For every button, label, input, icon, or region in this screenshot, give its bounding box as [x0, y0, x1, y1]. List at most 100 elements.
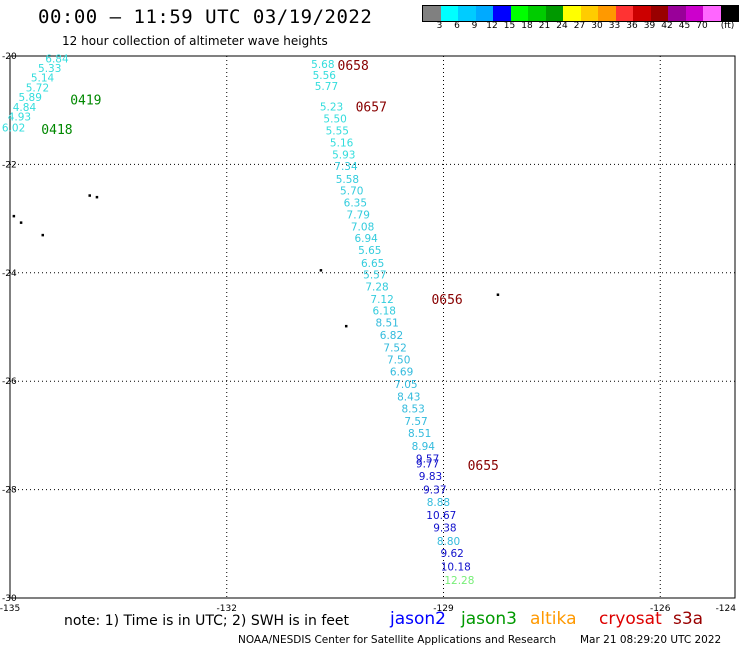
legend-swatch — [458, 6, 476, 21]
legend-tick-label: 15 — [503, 21, 516, 31]
swh-value-label: 10.67 — [426, 510, 456, 522]
island-marker — [344, 324, 348, 328]
legend-tick-label: 3 — [436, 21, 443, 31]
pass-time-label: 0418 — [41, 123, 72, 138]
swh-value-label: 5.72 — [26, 82, 49, 94]
island-marker — [95, 195, 99, 199]
swh-value-label: 8.88 — [427, 497, 450, 509]
legend-swatch — [580, 6, 598, 21]
swh-value-label: 9.62 — [440, 548, 463, 560]
x-tick-label: -129 — [433, 604, 454, 614]
y-tick-label: -30 — [2, 594, 17, 604]
x-tick-label: -126 — [650, 604, 671, 614]
color-legend-bar — [422, 5, 739, 22]
legend-swatch — [720, 6, 738, 21]
swh-value-label: 7.79 — [347, 209, 370, 221]
swh-value-label: 5.16 — [330, 138, 354, 150]
island-marker — [19, 221, 23, 224]
swh-value-label: 8.94 — [412, 441, 436, 453]
swh-value-label: 5.93 — [332, 150, 355, 162]
x-tick-label: -124 — [716, 604, 737, 614]
satellite-label-jason2: jason2 — [390, 609, 446, 629]
footer-credit: NOAA/NESDIS Center for Satellite Applica… — [238, 634, 556, 646]
satellite-label-s3a: s3a — [673, 609, 704, 629]
swh-value-label: 5.14 — [31, 73, 55, 85]
legend-tick-label: 42 — [661, 21, 673, 31]
swh-value-label: 5.77 — [315, 81, 338, 93]
island-marker — [88, 194, 91, 197]
swh-value-label: 4.84 — [13, 102, 37, 114]
footer-timestamp: Mar 21 08:29:20 UTC 2022 — [580, 634, 722, 646]
swh-value-label: 8.43 — [397, 391, 420, 403]
page-subtitle: 12 hour collection of altimeter wave hei… — [62, 34, 328, 48]
swh-value-label: 4.93 — [8, 112, 31, 124]
island-marker — [41, 233, 45, 237]
swh-value-label: 5.56 — [313, 70, 337, 82]
x-tick-label: -132 — [217, 604, 237, 614]
legend-swatch — [598, 6, 616, 21]
swh-value-label: 7.50 — [387, 355, 410, 367]
swh-value-label: 7.52 — [383, 343, 406, 355]
legend-tick-label: 45 — [678, 21, 691, 31]
legend-swatch — [528, 6, 546, 21]
legend-swatch — [493, 6, 511, 21]
swh-value-label: 8.51 — [375, 318, 398, 330]
legend-tick-label: 36 — [626, 21, 638, 31]
legend-tick-label: (ft) — [720, 21, 735, 31]
y-tick-label: -28 — [2, 486, 17, 496]
swh-value-label: 8.53 — [401, 403, 424, 415]
swh-value-label: 5.23 — [320, 101, 343, 113]
pass-time-label: 0658 — [338, 59, 369, 74]
swh-value-label: 9.37 — [423, 485, 446, 497]
swh-value-label: 6.69 — [390, 366, 413, 378]
legend-swatch — [423, 6, 441, 21]
page-title: 00:00 – 11:59 UTC 03/19/2022 — [38, 6, 373, 28]
island-marker — [12, 214, 16, 218]
legend-swatch — [703, 6, 721, 21]
swh-value-label: 8.80 — [437, 536, 460, 548]
swh-value-label: 5.68 — [311, 59, 334, 71]
y-tick-label: -20 — [2, 52, 17, 62]
legend-swatch — [668, 6, 686, 21]
legend-swatch — [615, 6, 633, 21]
legend-tick-label: 9 — [471, 21, 478, 31]
legend-swatch — [685, 6, 703, 21]
legend-swatch — [650, 6, 668, 21]
swh-value-label: 9.83 — [419, 471, 442, 483]
y-tick-label: -22 — [2, 160, 17, 170]
swh-value-label: 9.77 — [416, 459, 439, 471]
footer-note: note: 1) Time is in UTC; 2) SWH is in fe… — [64, 613, 350, 629]
legend-swatch — [440, 6, 458, 21]
legend-tick-label: 70 — [696, 21, 708, 31]
satellite-label-jason3: jason3 — [461, 609, 517, 629]
swh-value-label: 7.05 — [394, 379, 417, 391]
legend-tick-label: 39 — [643, 21, 656, 31]
legend-tick-label: 6 — [454, 21, 460, 31]
swh-value-label: 7.57 — [404, 416, 427, 428]
x-tick-label: -135 — [0, 604, 20, 614]
pass-time-label: 0655 — [468, 459, 499, 474]
pass-time-label: 0657 — [356, 100, 387, 115]
swh-value-label: 6.94 — [354, 233, 378, 245]
satellite-label-cryosat: cryosat — [599, 609, 662, 629]
swh-value-label: 9.57 — [416, 454, 439, 466]
pass-time-label: 0656 — [431, 293, 462, 308]
legend-tick-label: 27 — [573, 21, 586, 31]
swh-value-label: 8.51 — [408, 428, 431, 440]
legend-swatch — [475, 6, 493, 21]
swh-value-label: 6.02 — [2, 123, 25, 135]
swh-value-label: 7.34 — [334, 161, 358, 173]
swh-value-label: 6.84 — [45, 54, 69, 66]
swh-value-label: 9.38 — [433, 523, 456, 535]
swh-value-label: 5.58 — [336, 174, 359, 186]
legend-tick-label: 24 — [556, 21, 568, 31]
swh-value-label: 7.08 — [351, 222, 374, 234]
swh-value-label: 6.18 — [373, 306, 396, 318]
swh-value-label: 5.65 — [358, 245, 381, 257]
pass-time-label: 0419 — [70, 93, 101, 108]
swh-value-label: 5.70 — [340, 185, 363, 197]
swh-value-label: 6.35 — [344, 197, 367, 209]
swh-value-label: 5.57 — [363, 269, 386, 281]
y-tick-label: -26 — [2, 377, 17, 387]
